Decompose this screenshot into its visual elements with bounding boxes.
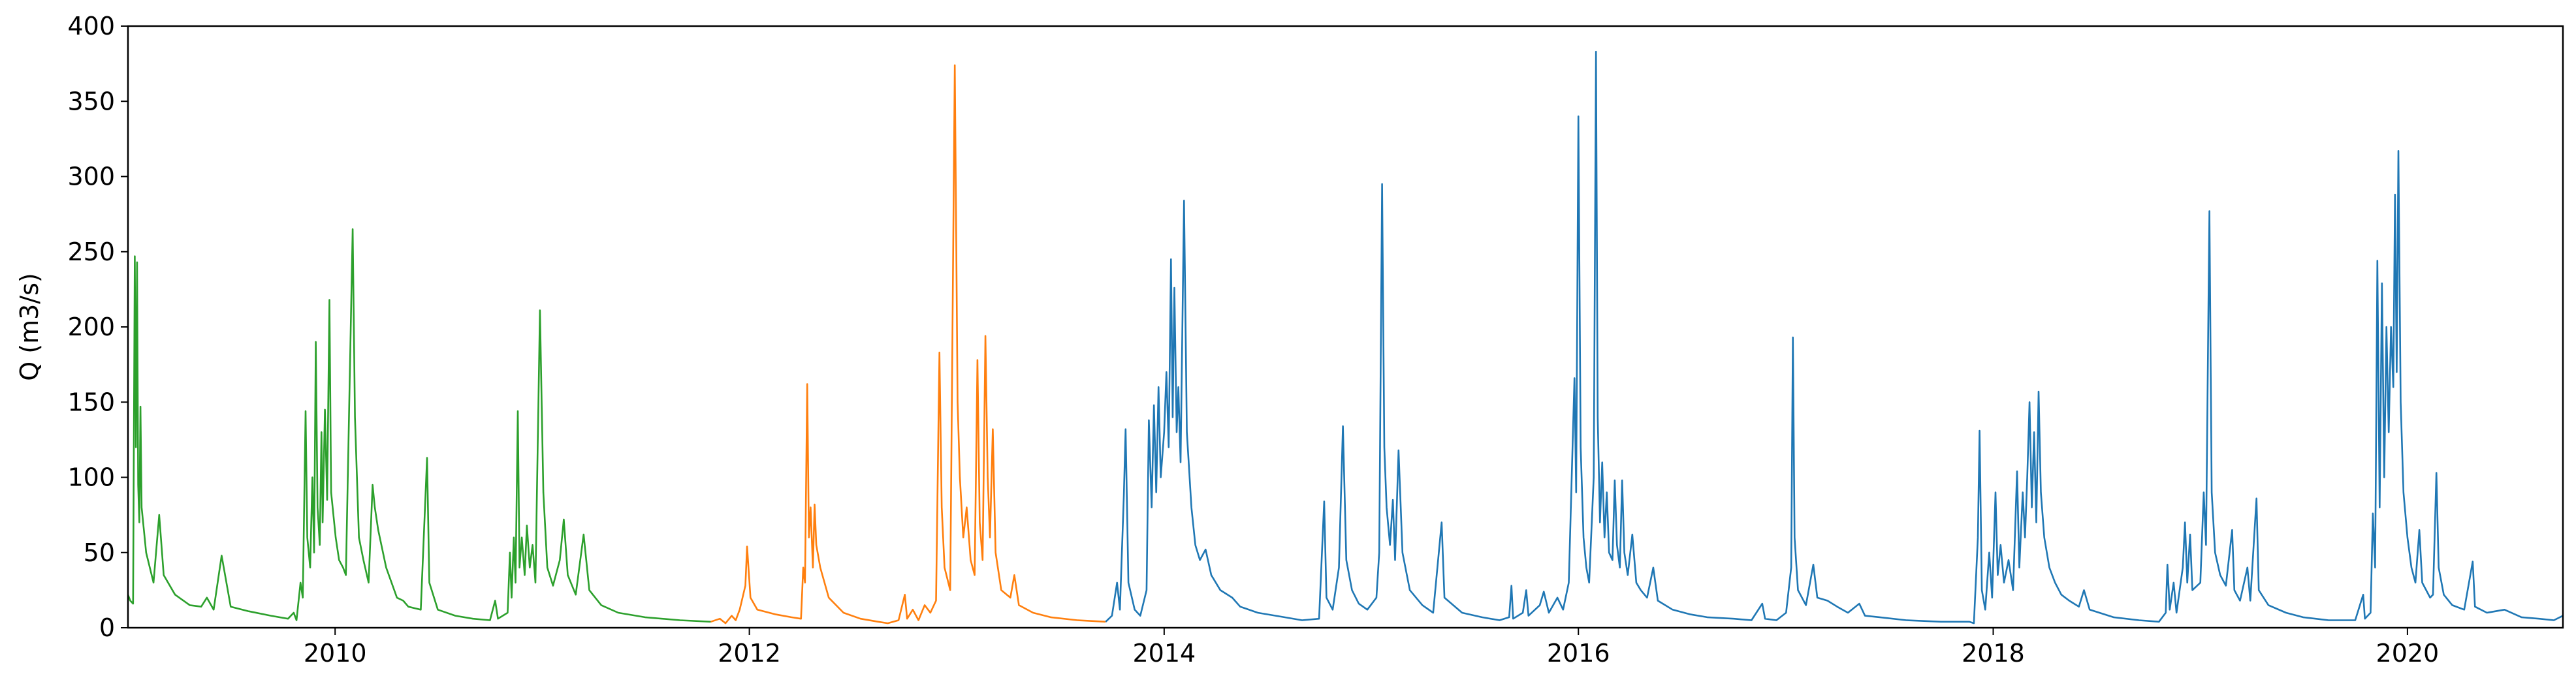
y-axis-label: Q (m3/s) bbox=[15, 273, 44, 380]
y-tick-label: 300 bbox=[67, 162, 115, 191]
y-tick-label: 200 bbox=[67, 313, 115, 341]
x-tick-label: 2020 bbox=[2376, 639, 2440, 668]
x-tick-label: 2016 bbox=[1547, 639, 1610, 668]
y-tick-label: 400 bbox=[67, 12, 115, 40]
x-tick-label: 2018 bbox=[1962, 639, 2025, 668]
series-line-0 bbox=[127, 228, 711, 623]
series-line-1 bbox=[710, 64, 1106, 624]
y-tick-label: 250 bbox=[67, 238, 115, 266]
x-tick-label: 2014 bbox=[1132, 639, 1196, 668]
y-tick-label: 100 bbox=[67, 463, 115, 492]
x-tick-label: 2010 bbox=[304, 639, 367, 668]
y-tick-label: 0 bbox=[99, 613, 115, 642]
y-axis: 0 50 100 150 200 250 300 350 400 bbox=[67, 12, 128, 642]
series-layer bbox=[127, 50, 2564, 624]
x-axis: 2010 2012 2014 2016 2018 2020 bbox=[304, 628, 2439, 668]
y-tick-label: 50 bbox=[84, 538, 115, 567]
x-tick-label: 2012 bbox=[718, 639, 781, 668]
series-line-2 bbox=[1105, 50, 2564, 624]
y-tick-label: 350 bbox=[67, 87, 115, 116]
y-tick-label: 150 bbox=[67, 388, 115, 416]
